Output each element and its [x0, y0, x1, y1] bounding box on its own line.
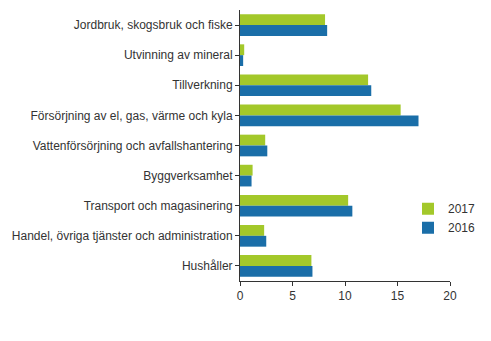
svg-text:Vattenförsörjning och avfallsh: Vattenförsörjning och avfallshantering: [33, 139, 233, 153]
svg-text:Tillverkning: Tillverkning: [172, 78, 232, 92]
svg-text:Utvinning av mineral: Utvinning av mineral: [124, 48, 233, 62]
svg-text:5: 5: [289, 289, 296, 303]
svg-text:Hushåller: Hushåller: [182, 259, 233, 273]
svg-text:Jordbruk, skogsbruk och fiske: Jordbruk, skogsbruk och fiske: [74, 18, 233, 32]
svg-text:2017: 2017: [448, 202, 475, 216]
svg-text:Handel, övriga tjänster och ad: Handel, övriga tjänster och administrati…: [12, 229, 233, 243]
svg-text:Byggverksamhet: Byggverksamhet: [143, 169, 233, 183]
svg-text:0: 0: [237, 289, 244, 303]
svg-text:Försörjning av el, gas, värme: Försörjning av el, gas, värme och kyla: [31, 109, 233, 123]
svg-text:10: 10: [338, 289, 352, 303]
svg-text:Transport och magasinering: Transport och magasinering: [84, 199, 233, 213]
svg-text:20: 20: [443, 289, 457, 303]
svg-text:15: 15: [391, 289, 405, 303]
svg-text:2016: 2016: [448, 221, 475, 235]
